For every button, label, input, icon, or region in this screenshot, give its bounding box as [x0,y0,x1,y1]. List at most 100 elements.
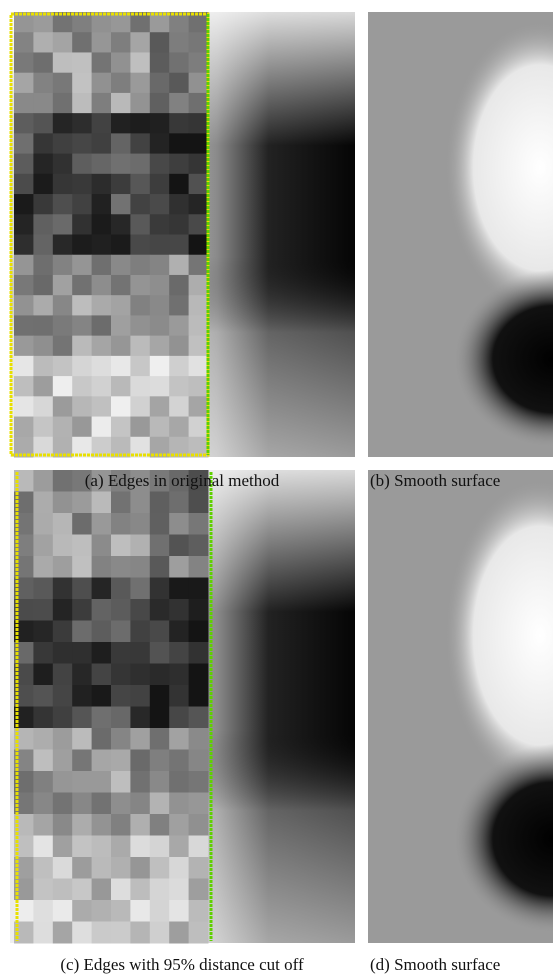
pixel-cell [92,793,112,815]
pixel-cell [169,214,189,235]
pixel-cell [92,578,112,600]
pixel-cell [14,336,34,357]
pixel-cell [130,336,150,357]
pixel-cell [33,492,53,514]
pixel-cell [130,113,150,134]
pixel-cell [130,879,150,901]
pixel-cell [33,556,53,578]
pixel-cell [169,417,189,438]
pixel-cell [92,133,112,154]
pixel-cell [72,492,92,514]
pixel-cell [33,235,53,256]
pixel-cell [33,685,53,707]
pixel-cell [169,336,189,357]
pixel-cell [33,113,53,134]
pixel-cell [111,275,131,296]
pixel-cell [33,599,53,621]
pixel-cell [33,417,53,438]
pixel-cell [72,535,92,557]
pixel-cell [92,556,112,578]
pixel-cell [53,707,73,729]
pixel-cell [72,275,92,296]
pixel-cell [130,922,150,944]
pixel-cell [111,396,131,417]
pixel-cell [111,879,131,901]
pixel-cell [72,113,92,134]
pixel-cell [92,295,112,316]
pixel-cell [111,93,131,114]
pixel-cell [92,315,112,336]
pixel-cell [72,578,92,600]
pixel-cell [130,793,150,815]
pixel-cell [92,664,112,686]
pixel-cell [130,771,150,793]
pixel-cell [53,857,73,879]
pixel-cell [33,707,53,729]
pixel-cell [150,113,170,134]
pixel-cell [33,295,53,316]
pixel-cell [130,315,150,336]
pixel-cell [150,235,170,256]
pixel-cell [111,707,131,729]
pixel-cell [92,707,112,729]
pixel-cell [111,315,131,336]
pixel-cell [53,879,73,901]
pixel-cell [53,133,73,154]
pixel-cell [130,154,150,175]
pixel-cell [189,836,209,858]
pixel-cell [92,814,112,836]
pixel-cell [72,295,92,316]
pixel-cell [189,642,209,664]
pixel-cell [169,836,189,858]
pixel-cell [130,857,150,879]
pixel-cell [111,417,131,438]
pixel-cell [130,513,150,535]
pixel-cell [111,32,131,53]
pixel-cell [169,814,189,836]
pixel-cell [72,513,92,535]
pixel-cell [169,707,189,729]
pixel-cell [189,174,209,195]
pixel-cell [169,492,189,514]
pixel-cell [189,513,209,535]
pixel-cell [189,315,209,336]
pixel-cell [92,900,112,922]
pixel-cell [53,93,73,114]
pixel-cell [130,836,150,858]
pixel-cell [33,133,53,154]
pixel-cell [92,73,112,94]
pixel-cell [72,214,92,235]
pixel-cell [111,295,131,316]
pixel-cell [189,356,209,377]
pixel-cell [53,396,73,417]
pixel-cell [111,900,131,922]
pixel-cell [14,93,34,114]
pixel-cell [33,315,53,336]
pixel-cell [130,194,150,215]
pixel-cell [169,857,189,879]
pixel-cell [111,578,131,600]
page: (a) Edges in original method (b) Smooth … [0,0,553,978]
pixel-cell [150,900,170,922]
pixel-cell [150,814,170,836]
pixel-cell [169,621,189,643]
pixel-cell [53,336,73,357]
pixel-cell [72,879,92,901]
pixel-cell [92,417,112,438]
pixel-cell [72,707,92,729]
pixel-cell [92,154,112,175]
pixel-cell [14,396,34,417]
pixel-cell [169,879,189,901]
pixel-cell [33,664,53,686]
pixel-cell [53,814,73,836]
pixel-cell [150,214,170,235]
pixel-cell [14,154,34,175]
pixel-cell [169,750,189,772]
pixel-cell [130,750,150,772]
pixel-cell [111,857,131,879]
pixel-cell [72,315,92,336]
pixel-cell [33,174,53,195]
pixel-cell [111,836,131,858]
pixel-cell [130,900,150,922]
pixel-cell [111,814,131,836]
